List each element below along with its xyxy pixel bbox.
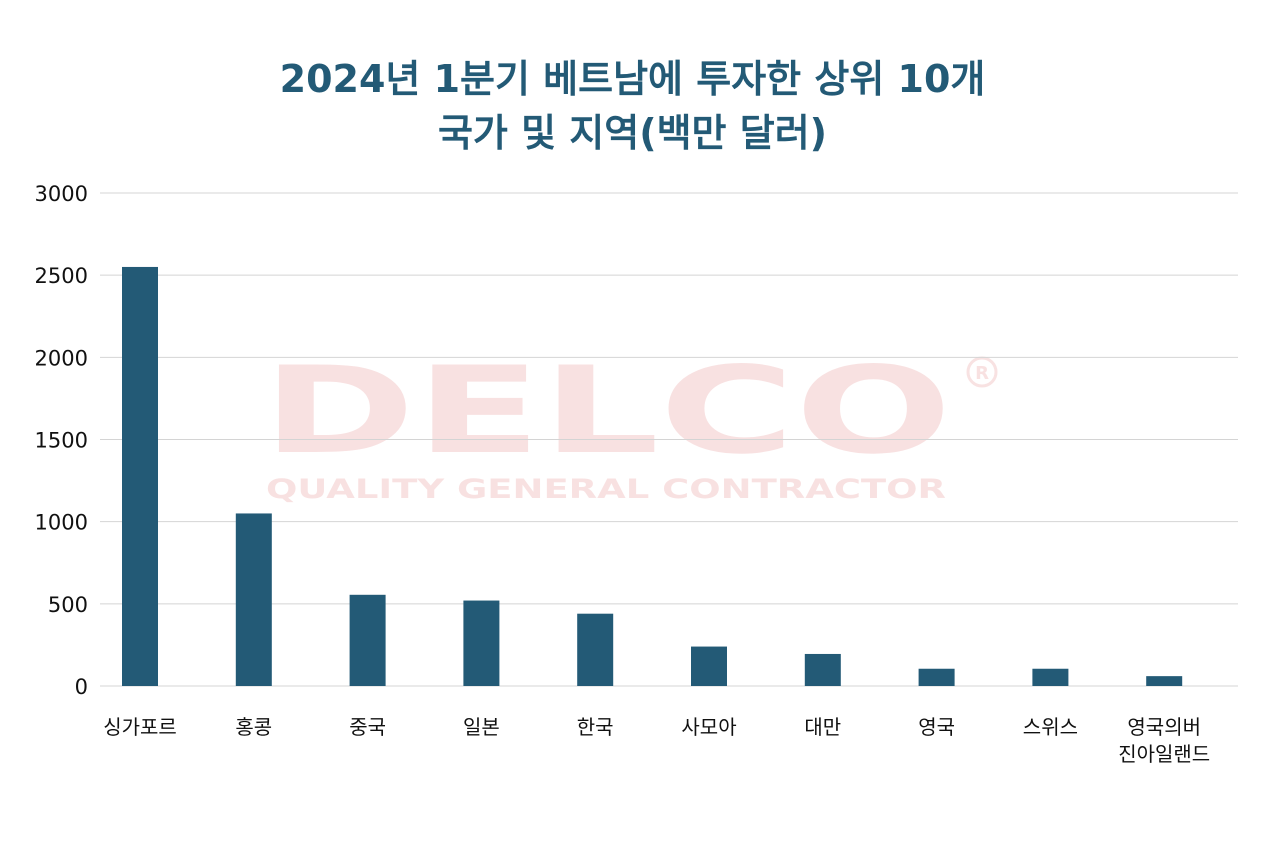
bar bbox=[463, 600, 500, 686]
bar bbox=[577, 613, 614, 686]
watermark-tagline: QUALITY GENERAL CONTRACTOR bbox=[266, 474, 946, 505]
x-category-label: 영국 bbox=[918, 715, 955, 739]
delco-watermark: DELCO QUALITY GENERAL CONTRACTOR R bbox=[262, 342, 998, 505]
bar bbox=[804, 653, 841, 686]
x-category-label: 영국의버 bbox=[1127, 715, 1201, 739]
x-category-label: 사모아 bbox=[681, 715, 736, 739]
y-tick-label: 1500 bbox=[35, 429, 88, 453]
bar bbox=[918, 668, 955, 686]
x-category-label: 일본 bbox=[463, 715, 500, 739]
y-tick-label: 1000 bbox=[35, 511, 88, 535]
bar bbox=[122, 266, 158, 686]
chart-title: 2024년 1분기 베트남에 투자한 상위 10개 국가 및 지역(백만 달러) bbox=[0, 52, 1265, 160]
bar bbox=[235, 513, 272, 686]
y-tick-label: 3000 bbox=[35, 182, 88, 206]
x-category-label: 싱가포르 bbox=[103, 715, 177, 739]
bar bbox=[1146, 676, 1183, 686]
x-category-label: 대만 bbox=[804, 715, 841, 739]
bar bbox=[691, 646, 727, 686]
y-tick-label: 0 bbox=[75, 675, 88, 699]
x-category-label: 한국 bbox=[577, 715, 614, 739]
y-tick-label: 2500 bbox=[35, 264, 88, 288]
bar bbox=[1032, 668, 1069, 686]
x-category-label: 홍콩 bbox=[235, 715, 272, 739]
registered-mark-letter: R bbox=[975, 363, 989, 384]
x-category-label: 진아일랜드 bbox=[1118, 742, 1210, 766]
bar bbox=[349, 594, 386, 686]
registered-mark-icon bbox=[966, 356, 998, 388]
y-tick-label: 500 bbox=[48, 593, 88, 617]
x-category-label: 중국 bbox=[349, 715, 386, 739]
y-tick-label: 2000 bbox=[35, 346, 88, 370]
gridlines bbox=[100, 192, 1238, 687]
x-category-label: 스위스 bbox=[1023, 715, 1078, 739]
bars bbox=[122, 266, 1183, 686]
chart-title-line-1: 2024년 1분기 베트남에 투자한 상위 10개 bbox=[279, 57, 986, 101]
watermark-brand: DELCO bbox=[262, 342, 952, 481]
chart-title-line-2: 국가 및 지역(백만 달러) bbox=[437, 111, 828, 155]
y-axis-ticks: 0 500 1000 1500 2000 2500 3000 bbox=[35, 182, 88, 699]
